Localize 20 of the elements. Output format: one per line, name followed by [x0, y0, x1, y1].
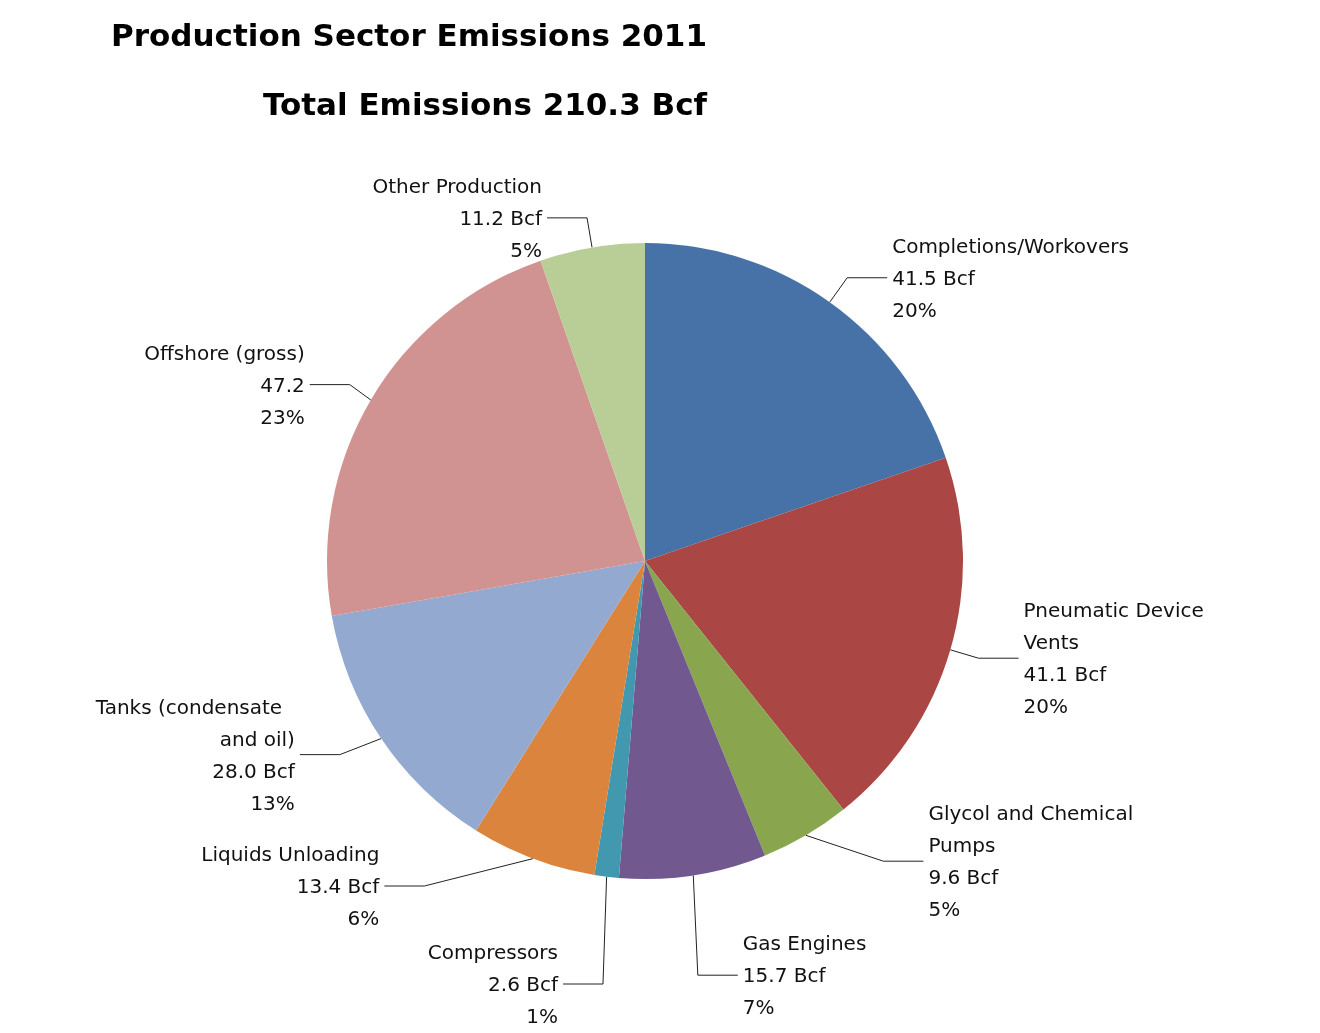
data-label: 2.6 Bcf 1%: [488, 972, 559, 1028]
data-label: 13.4 Bcf 6%: [296, 874, 381, 930]
data-label: 41.1 Bcf 20%: [1023, 662, 1108, 719]
chart-subtitle: Total Emissions 210.3 Bcf: [262, 85, 708, 122]
slice-label: Liquids Unloading: [201, 842, 380, 866]
slice-label: Other Production: [372, 173, 543, 198]
slice-label: Glycol and Chemical Pumps: [928, 801, 1140, 858]
slice-label: Tanks (condensate and oil): [94, 694, 295, 751]
slice-label: Compressors: [427, 940, 558, 964]
slice-label: Gas Engines: [742, 931, 867, 956]
slice-label: Pneumatic Device Vents: [1023, 598, 1211, 655]
slice-label: Completions/Workovers: [892, 233, 1129, 258]
data-label: 47.2 23%: [260, 372, 305, 429]
chart-title: Production Sector Emissions 2011: [111, 16, 708, 53]
data-label: 11.2 Bcf 5%: [459, 205, 543, 262]
data-label: 28.0 Bcf 13%: [212, 758, 296, 815]
data-label: 9.6 Bcf 5%: [928, 865, 1000, 922]
data-label: 41.5 Bcf 20%: [892, 265, 976, 322]
data-label: 15.7 Bcf 7%: [742, 963, 827, 1020]
slice-label: Offshore (gross): [144, 340, 305, 365]
